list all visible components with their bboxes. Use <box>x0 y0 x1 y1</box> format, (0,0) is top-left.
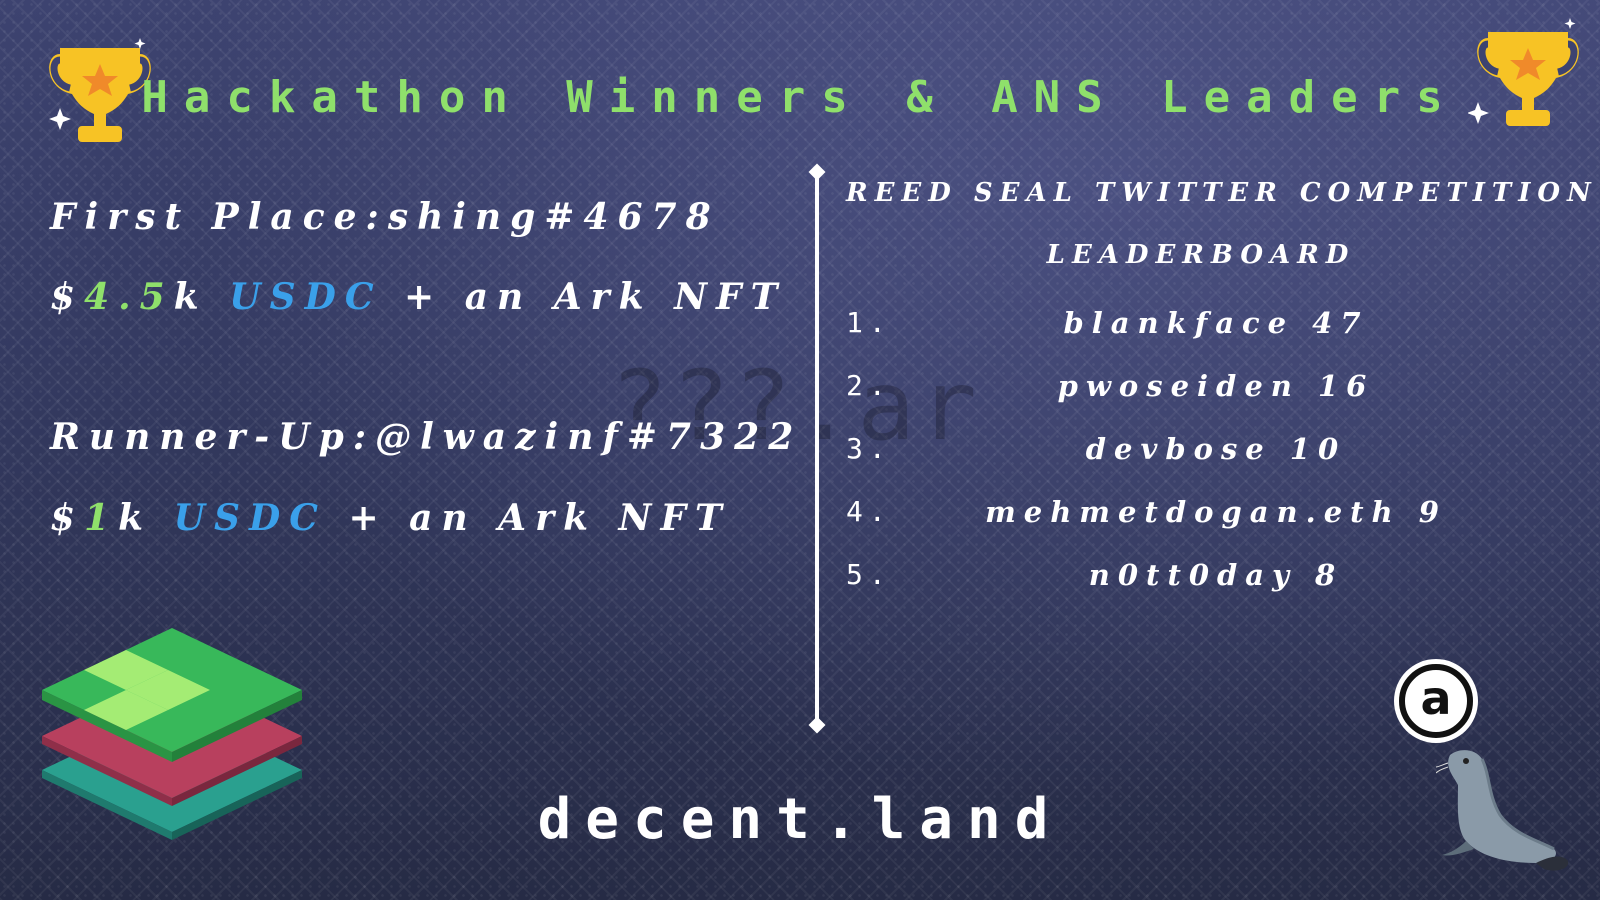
leaderboard-row: 4. mehmetdogan.eth 9 <box>846 495 1586 535</box>
prize-amount: 1 <box>84 497 119 539</box>
stacked-layers-logo <box>42 628 302 840</box>
leaderboard-entry: pwoseiden 16 <box>1057 369 1375 403</box>
prize-suffix: + an Ark NFT <box>348 497 731 539</box>
prize-unit: k <box>173 276 208 318</box>
leaderboard-entry: n0tt0day 8 <box>1088 558 1344 592</box>
prize-unit: k <box>118 497 153 539</box>
arweave-logo <box>1394 659 1478 743</box>
leaderboard-rank: 2. <box>846 369 892 402</box>
page-title: Hackathon Winners & ANS Leaders <box>141 72 1459 123</box>
leaderboard-rank: 5. <box>846 558 892 591</box>
leaderboard-rank: 1. <box>846 306 892 339</box>
brand-name: decent.land <box>537 787 1063 852</box>
prize-prefix: $ <box>50 497 85 539</box>
trophy-icon <box>1468 18 1579 126</box>
prize-prefix: $ <box>50 276 85 318</box>
leaderboard-entry: devbose 10 <box>1085 432 1347 466</box>
first-place-label: First Place:shing#4678 <box>50 196 720 238</box>
seal-illustration <box>1436 750 1569 871</box>
runner-up-prize: $1k USDC + an Ark NFT <box>50 497 731 539</box>
leaderboard-row: 2. pwoseiden 16 <box>846 369 1586 409</box>
first-place-prize: $4.5k USDC + an Ark NFT <box>50 276 786 318</box>
leaderboard-row: 3. devbose 10 <box>846 432 1586 472</box>
prize-token: USDC <box>229 276 383 318</box>
leaderboard-row: 5. n0tt0day 8 <box>846 558 1586 598</box>
leaderboard-entry: mehmetdogan.eth 9 <box>985 495 1447 529</box>
trophy-icon <box>49 38 151 142</box>
arweave-logo-letter: a <box>1420 671 1452 725</box>
leaderboard-rank: 3. <box>846 432 892 465</box>
vertical-divider <box>815 168 819 726</box>
prize-suffix: + an Ark NFT <box>404 276 787 318</box>
leaderboard-row: 1. blankface 47 <box>846 306 1586 346</box>
leaderboard-entry: blankface 47 <box>1063 306 1369 340</box>
leaderboard-rank: 4. <box>846 495 892 528</box>
leaderboard-subheading: LEADERBOARD <box>1046 240 1356 270</box>
prize-amount: 4.5 <box>84 276 174 318</box>
runner-up-label: Runner-Up:@lwazinf#7322 <box>50 416 803 458</box>
leaderboard-heading: REED SEAL TWITTER COMPETITION <box>846 178 1598 208</box>
prize-token: USDC <box>173 497 327 539</box>
watermark-text: ???.ar <box>610 350 981 462</box>
